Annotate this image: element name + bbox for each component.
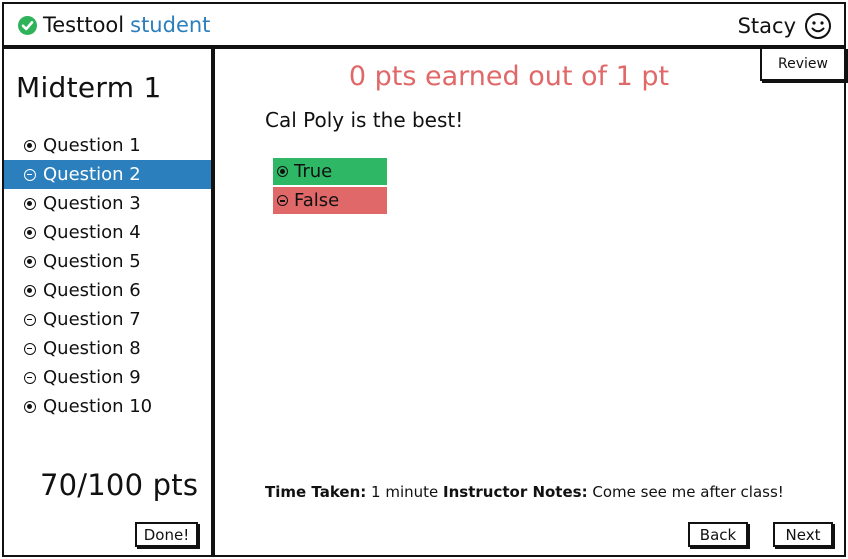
question-label: Question 3 — [43, 193, 141, 214]
answered-icon — [24, 226, 36, 239]
exam-title: Midterm 1 — [16, 71, 162, 104]
question-item-10[interactable]: Question 10 — [4, 392, 211, 421]
question-item-8[interactable]: Question 8 — [4, 334, 211, 363]
time-taken-label: Time Taken: — [265, 483, 367, 501]
answered-icon — [24, 139, 36, 152]
question-label: Question 9 — [43, 367, 141, 388]
smiley-icon — [805, 13, 831, 39]
user-menu[interactable]: Stacy — [738, 12, 832, 40]
question-label: Question 2 — [43, 164, 141, 185]
instructor-notes-label: Instructor Notes: — [443, 483, 588, 501]
question-item-9[interactable]: Question 9 — [4, 363, 211, 392]
answered-icon — [24, 284, 36, 297]
check-circle-icon — [18, 15, 37, 35]
next-button[interactable]: Next — [773, 522, 833, 547]
brand: Testtool student — [18, 13, 210, 37]
option-false[interactable]: False — [273, 187, 387, 214]
question-item-1[interactable]: Question 1 — [4, 131, 211, 160]
question-item-3[interactable]: Question 3 — [4, 189, 211, 218]
question-text: Cal Poly is the best! — [265, 108, 464, 132]
question-label: Question 8 — [43, 338, 141, 359]
question-item-5[interactable]: Question 5 — [4, 247, 211, 276]
result-info: Time Taken: 1 minute Instructor Notes: C… — [265, 483, 784, 501]
points-earned: 0 pts earned out of 1 pt — [348, 61, 670, 92]
back-button[interactable]: Back — [688, 522, 748, 547]
question-item-6[interactable]: Question 6 — [4, 276, 211, 305]
instructor-notes-value: Come see me after class! — [592, 483, 784, 501]
question-label: Question 4 — [43, 222, 141, 243]
question-list: Question 1 Question 2 Question 3 Questio… — [4, 131, 211, 421]
option-label: False — [294, 190, 340, 211]
option-true[interactable]: True — [273, 158, 387, 185]
radio-selected-icon — [277, 166, 288, 177]
question-item-7[interactable]: Question 7 — [4, 305, 211, 334]
question-item-2[interactable]: Question 2 — [4, 160, 211, 189]
unanswered-icon — [24, 313, 36, 326]
top-bar: Testtool student Stacy — [2, 2, 846, 47]
question-label: Question 10 — [43, 396, 153, 417]
answered-icon — [24, 255, 36, 268]
question-label: Question 1 — [43, 135, 141, 156]
user-name: Stacy — [737, 14, 796, 38]
sidebar: Midterm 1 Question 1 Question 2 Question… — [2, 47, 213, 557]
review-button[interactable]: Review — [760, 47, 846, 81]
unanswered-icon — [24, 168, 36, 181]
question-label: Question 6 — [43, 280, 141, 301]
done-button[interactable]: Done! — [135, 522, 198, 547]
total-score: 70/100 pts — [40, 468, 199, 502]
question-label: Question 5 — [43, 251, 141, 272]
question-panel: Review 0 pts earned out of 1 pt Cal Poly… — [213, 47, 846, 557]
answered-icon — [24, 400, 36, 413]
unanswered-icon — [24, 371, 36, 384]
app-name: Testtool — [43, 13, 125, 37]
radio-unselected-icon — [277, 195, 288, 206]
role-label: student — [130, 13, 211, 37]
question-label: Question 7 — [43, 309, 141, 330]
answered-icon — [24, 197, 36, 210]
unanswered-icon — [24, 342, 36, 355]
question-item-4[interactable]: Question 4 — [4, 218, 211, 247]
time-taken-value: 1 minute — [371, 483, 439, 501]
option-label: True — [294, 161, 333, 182]
